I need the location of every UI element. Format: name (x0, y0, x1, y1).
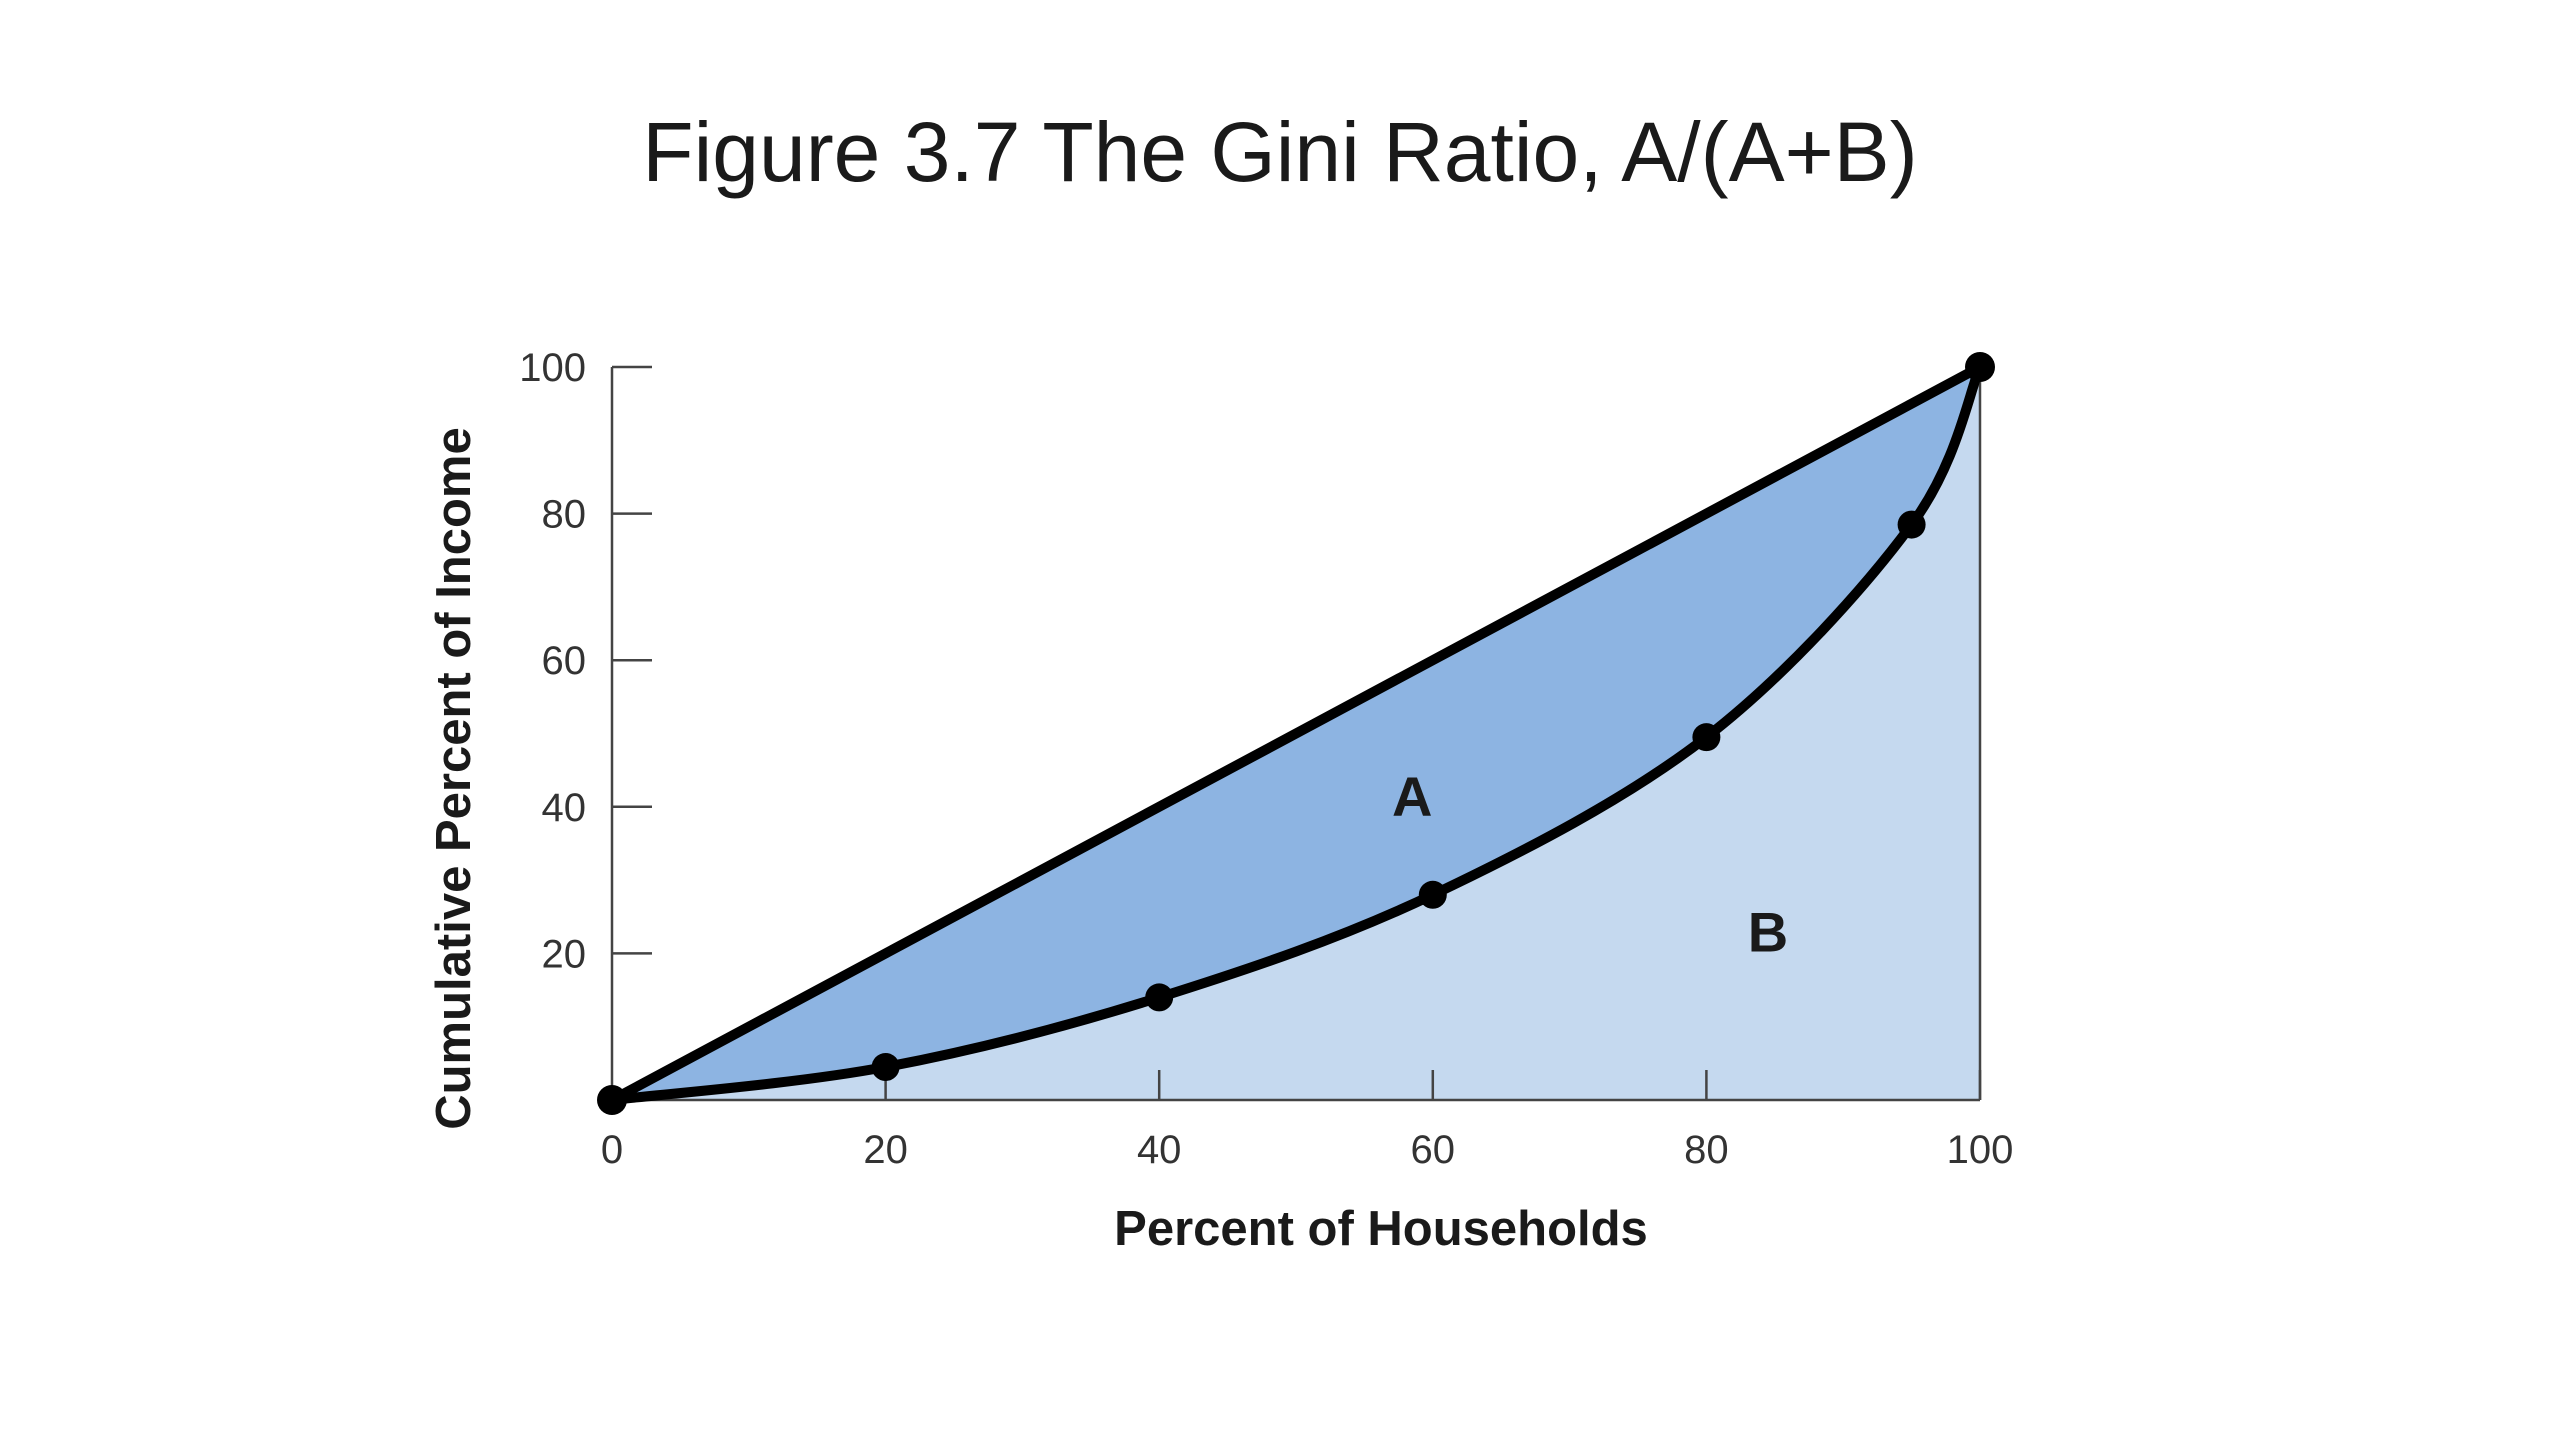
lorenz-point-100 (1965, 352, 1995, 382)
lorenz-point-80 (1692, 723, 1721, 752)
x-tick-label-80: 80 (1684, 1128, 1729, 1172)
lorenz-point-0 (597, 1085, 627, 1115)
x-axis-title: Percent of Households (1114, 1202, 1648, 1256)
plot-points (597, 352, 1995, 1115)
y-tick-label-100: 100 (519, 346, 586, 390)
x-tick-label-100: 100 (1947, 1128, 2014, 1172)
y-tick-label-20: 20 (542, 932, 587, 976)
area-b (612, 367, 1980, 1100)
y-tick-label-80: 80 (542, 493, 587, 537)
x-tick-label-0: 0 (601, 1128, 623, 1172)
plot-axes (610, 365, 1982, 1102)
area-label-b: B (1748, 900, 1788, 963)
lorenz-point-60 (1418, 880, 1447, 909)
y-tick-label-40: 40 (542, 786, 587, 830)
lorenz-point-20 (871, 1053, 900, 1082)
plot-tick-labels: 0 20 40 60 80 100 20 40 60 80 100 (519, 346, 2013, 1172)
area-label-a: A (1392, 765, 1432, 828)
equality-line (607, 362, 1985, 1105)
y-tick-label-60: 60 (542, 639, 587, 683)
lorenz-point-95 (1897, 510, 1926, 539)
x-tick-label-60: 60 (1411, 1128, 1456, 1172)
lorenz-point-40 (1145, 983, 1174, 1012)
slide-title: Figure 3.7 The Gini Ratio, A/(A+B) (642, 105, 1918, 199)
y-axis-title: Cumulative Percent of Income (427, 427, 481, 1130)
x-tick-label-20: 20 (863, 1128, 908, 1172)
x-tick-label-40: 40 (1137, 1128, 1182, 1172)
